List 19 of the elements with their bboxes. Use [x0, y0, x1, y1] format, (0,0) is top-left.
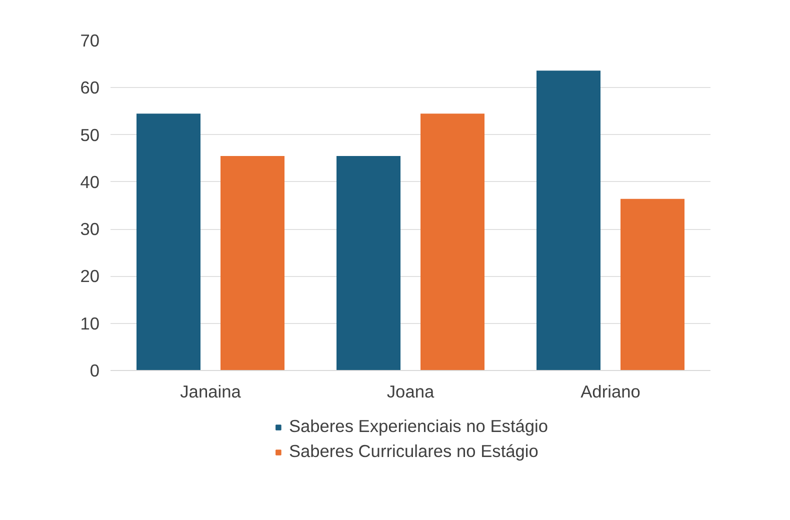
y-tick-label: 70: [80, 30, 100, 50]
bar: [420, 114, 484, 370]
y-tick-label: 10: [80, 313, 100, 334]
bar: [336, 156, 400, 370]
y-tick-label: 60: [80, 78, 100, 98]
y-tick-label: 40: [80, 172, 100, 192]
legend-label: Saberes Experienciais no Estágio: [288, 416, 548, 437]
bar: [536, 70, 600, 370]
bar: [620, 198, 684, 370]
bar: [220, 156, 284, 370]
y-tick-label: 0: [90, 360, 100, 380]
legend-label: Saberes Curriculares no Estágio: [288, 441, 538, 462]
x-tick-label: Joana: [386, 382, 434, 402]
y-tick-label: 50: [80, 124, 100, 145]
y-tick-label: 30: [80, 219, 100, 240]
x-tick-label: Janaina: [180, 382, 242, 402]
y-tick-label: 20: [80, 266, 100, 286]
x-tick-label: Adriano: [580, 382, 640, 402]
bar: [136, 114, 200, 370]
